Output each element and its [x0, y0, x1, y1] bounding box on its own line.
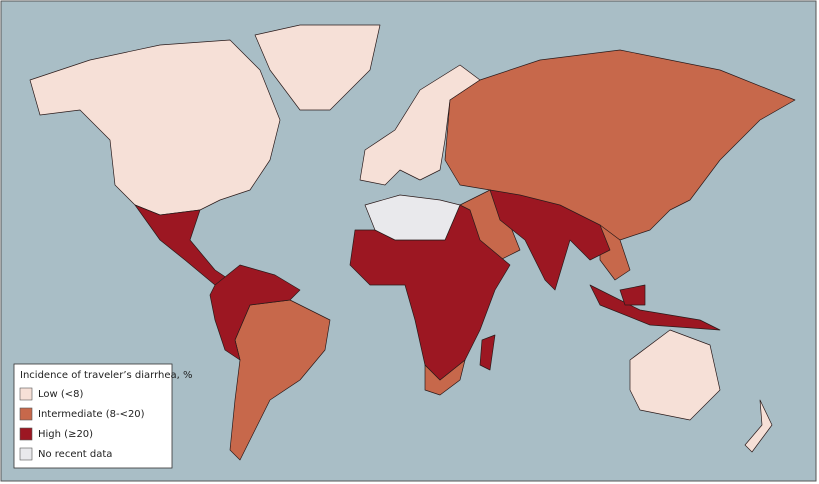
south-america-north [209, 264, 301, 361]
legend-label: No recent data [38, 449, 112, 460]
central-america [134, 204, 231, 286]
countries [29, 24, 796, 461]
greenland [254, 24, 381, 111]
legend-swatch [19, 387, 33, 401]
legend-box [13, 363, 173, 469]
legend: Incidence of traveler’s diarrhea, % Low … [13, 363, 193, 469]
legend-label: High (≥20) [38, 429, 93, 440]
legend-label: Low (<8) [38, 389, 84, 400]
north-america [29, 39, 281, 216]
australia [629, 329, 721, 421]
legend-swatch [19, 407, 33, 421]
indonesia [589, 284, 721, 331]
borneo [619, 284, 646, 306]
north-africa [364, 194, 461, 241]
legend-swatch [19, 427, 33, 441]
new-zealand [744, 399, 773, 453]
madagascar [479, 334, 496, 371]
legend-label: Intermediate (8-<20) [38, 409, 145, 420]
south-asia [489, 189, 611, 291]
legend-swatch [19, 447, 33, 461]
legend-title: Incidence of traveler’s diarrhea, % [20, 370, 193, 381]
